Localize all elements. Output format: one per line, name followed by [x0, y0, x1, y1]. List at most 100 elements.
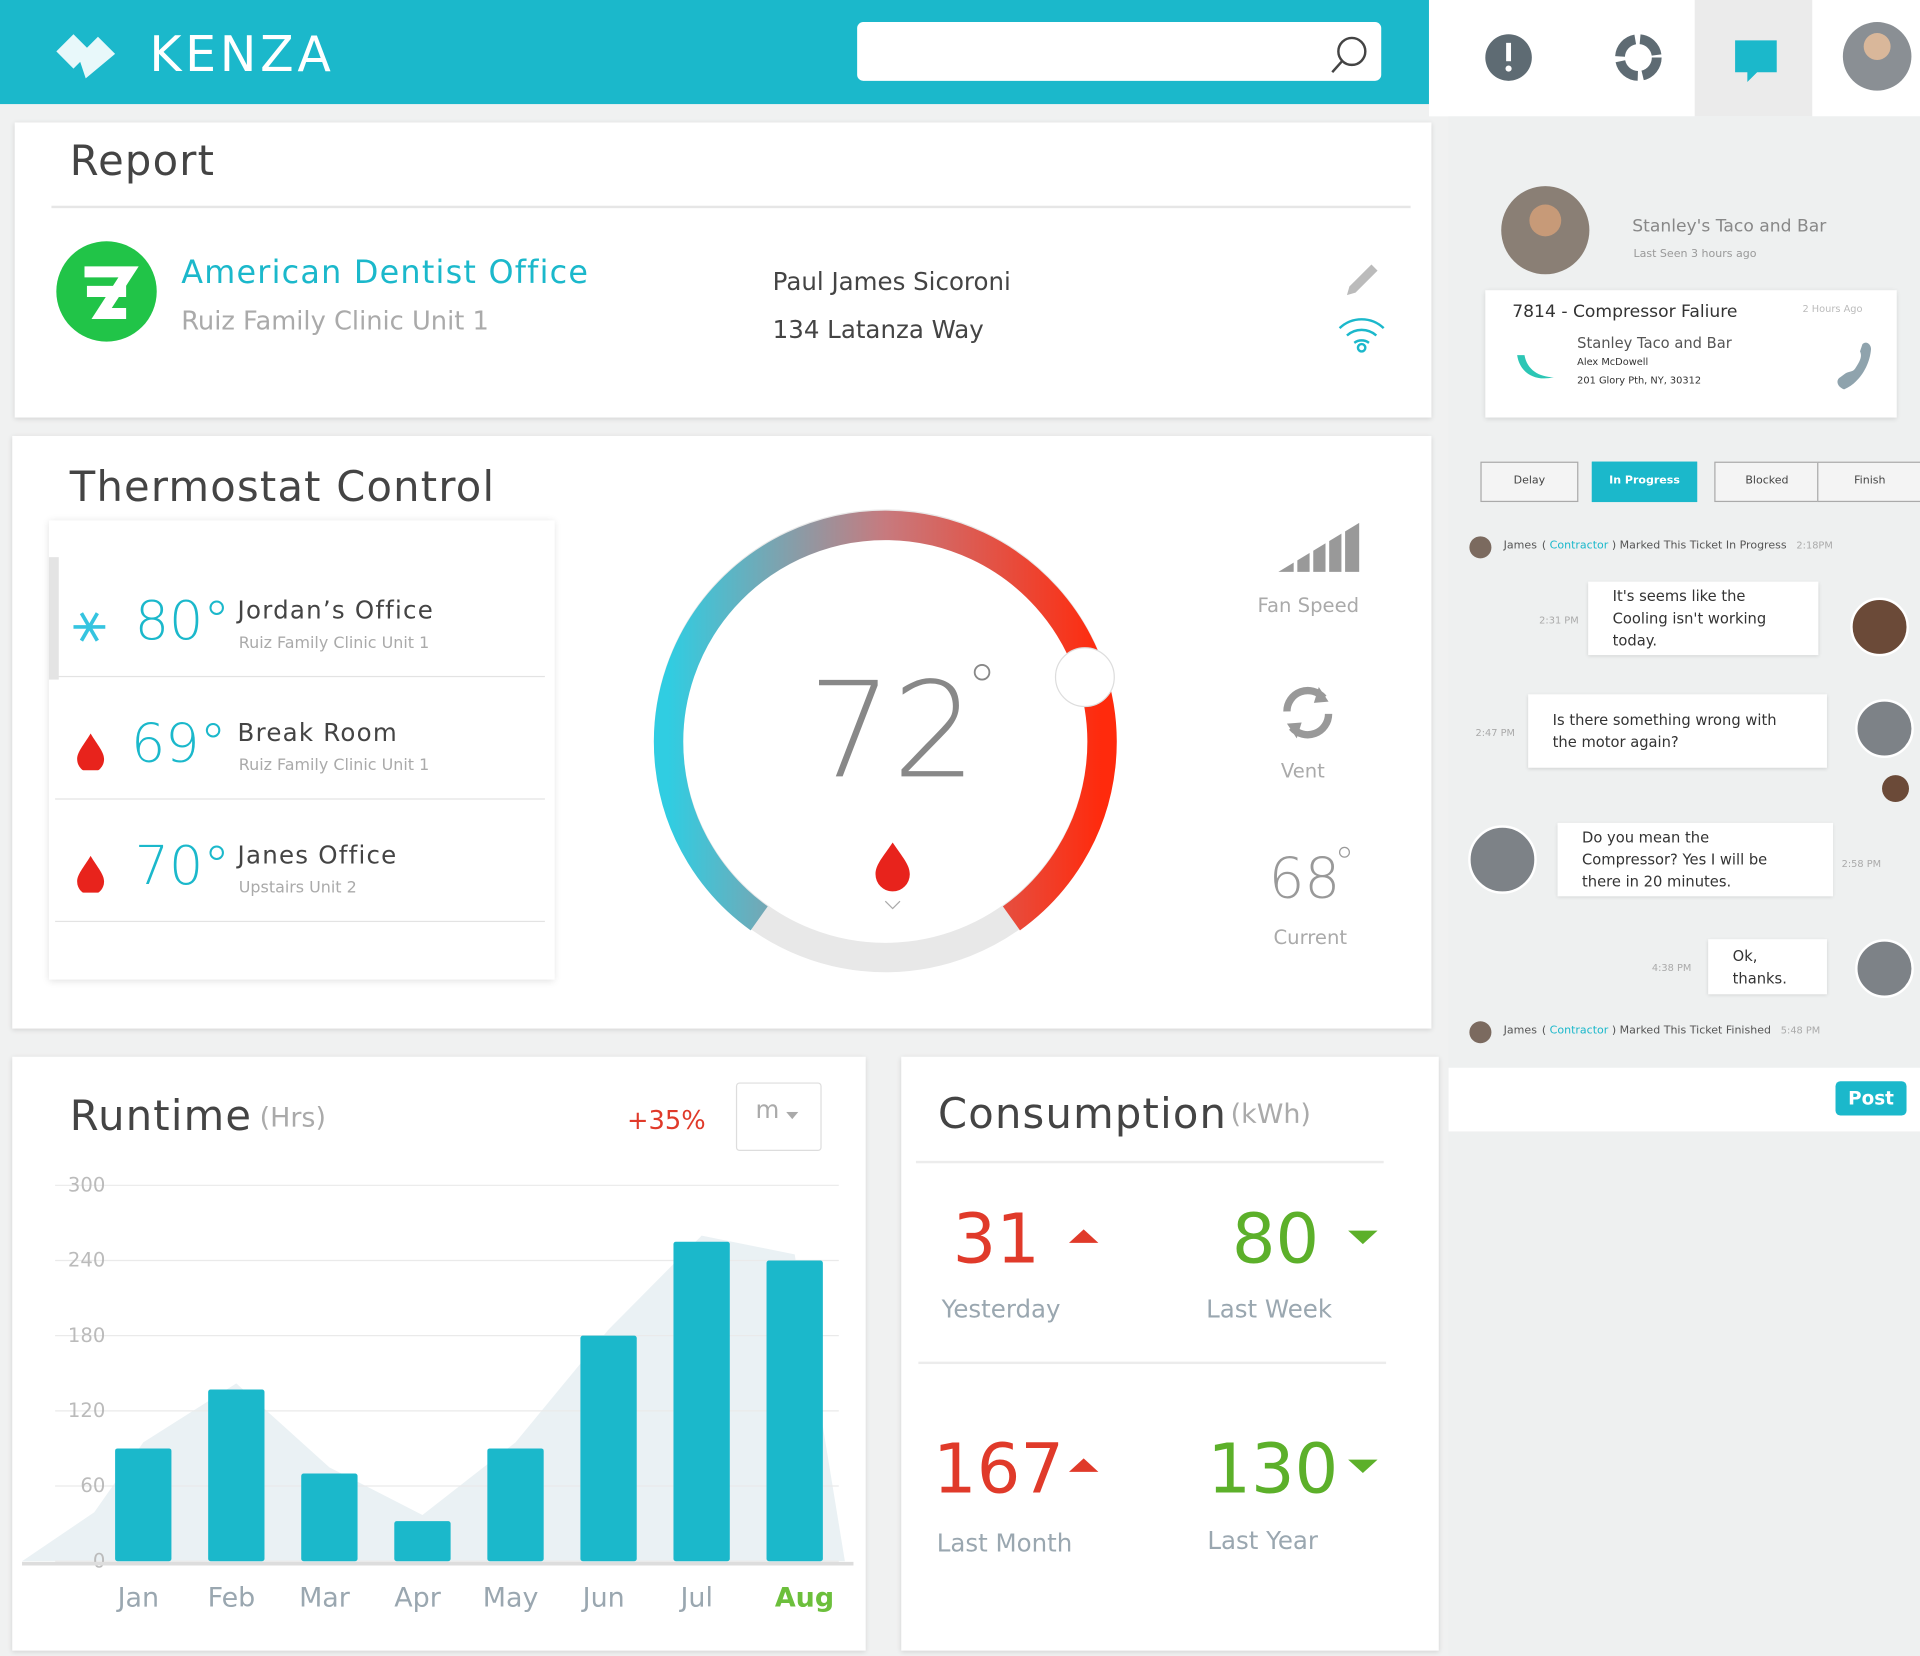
zone-mode-icon: [77, 733, 105, 771]
zone-mode-icon: [73, 612, 106, 642]
activity-time: 5:48 PM: [1780, 1024, 1821, 1036]
contact-avatar: [1501, 186, 1590, 275]
message-bubble: Do you mean the Compressor? Yes I will b…: [1557, 822, 1834, 897]
y-tick-label: 300: [68, 1173, 105, 1196]
stat-value: 31: [952, 1200, 1040, 1280]
bar: [580, 1335, 637, 1562]
report-icons[interactable]: [1335, 252, 1389, 357]
vent-label: Vent: [1280, 759, 1325, 783]
divider: [51, 205, 1411, 209]
bar: [115, 1448, 172, 1562]
search-icon[interactable]: [1329, 34, 1371, 76]
thermostat-title: Thermostat Control: [69, 462, 496, 512]
top-icons: [1485, 22, 1912, 91]
divider: [915, 1160, 1384, 1164]
runtime-chart: 0 60 120 180 240 300 Jan Feb Mar Apr May Jun Jul Aug: [22, 1173, 854, 1614]
status-button[interactable]: In Progress: [1591, 461, 1698, 503]
y-tick-label: 180: [68, 1324, 105, 1347]
activity-text: Marked This Ticket Finished: [1619, 1024, 1771, 1038]
fan-speed-icon[interactable]: [1273, 520, 1365, 576]
zone-divider: [55, 920, 545, 923]
period-value[interactable]: m: [755, 1094, 780, 1125]
message-time: 2:31 PM: [1539, 614, 1579, 626]
caret[interactable]: [786, 1111, 801, 1122]
zone-divider: [55, 798, 545, 800]
zone-unit: Ruiz Family Clinic Unit 1: [238, 634, 430, 653]
zone-name: Break Room: [237, 717, 398, 747]
activity-avatar: [1469, 1021, 1492, 1044]
consumption-unit: (kWh): [1230, 1099, 1311, 1131]
arrow: [1068, 1229, 1099, 1243]
period-select[interactable]: [735, 1082, 822, 1152]
bar: [766, 1260, 823, 1562]
activity-name: James: [1503, 540, 1537, 553]
activity-role: Contractor: [1549, 540, 1609, 553]
stat-label: Last Month: [936, 1528, 1073, 1558]
contact-address: 134 Latanza Way: [772, 314, 984, 345]
message-bubble: It's seems like the Cooling isn't workin…: [1588, 581, 1819, 656]
bar: [394, 1521, 451, 1562]
x-tick-label: Jul: [678, 1583, 712, 1614]
x-tick-label: May: [483, 1583, 539, 1614]
stat-label: Yesterday: [941, 1294, 1061, 1324]
search-box[interactable]: [857, 22, 1382, 81]
separator: ): [1608, 540, 1620, 553]
contact-name: Stanley's Taco and Bar: [1632, 216, 1827, 237]
zone-temp: 80°: [134, 590, 231, 653]
current-temp: 68: [1268, 844, 1341, 912]
stat-value: 167: [933, 1430, 1064, 1510]
message-time: 4:38 PM: [1651, 962, 1692, 974]
snow-ray: [79, 612, 99, 642]
bar: [673, 1241, 730, 1562]
zone-active-marker: [48, 557, 59, 680]
ticket-icons: [1517, 342, 1872, 390]
zone-list: 80° Jordan’s Office Ruiz Family Clinic Uni…: [48, 520, 555, 980]
message-bubble: Is there something wrong with the motor …: [1528, 694, 1827, 768]
zone-unit: Ruiz Family Clinic Unit 1: [238, 756, 430, 776]
logo-icon: [56, 34, 116, 79]
x-tick-label: Jan: [116, 1583, 160, 1614]
divider: [918, 1361, 1387, 1365]
activity-name: James: [1503, 1024, 1537, 1038]
zone-name: Janes Office: [237, 840, 398, 870]
separator: (: [1541, 1024, 1550, 1038]
stat-label: Last Year: [1207, 1525, 1319, 1556]
ticket-card: [1485, 290, 1897, 418]
post-button[interactable]: Post: [1835, 1081, 1907, 1116]
report-title: Report: [69, 137, 216, 187]
x-tick-label: Aug: [775, 1583, 834, 1614]
y-tick-label: 120: [68, 1399, 105, 1422]
runtime-unit: (Hrs): [259, 1103, 326, 1134]
trend-arrow: [1348, 1230, 1378, 1245]
activity-line: James ( Contractor ) Marked This Ticket I…: [1504, 540, 1833, 552]
y-tick-label: 60: [80, 1474, 105, 1497]
logo: KENZA: [149, 26, 335, 84]
x-tick-label: Apr: [394, 1583, 442, 1614]
status-button[interactable]: Finish: [1817, 461, 1920, 503]
setpoint[interactable]: 72: [808, 655, 977, 809]
status-button[interactable]: Blocked: [1714, 461, 1820, 503]
trend-arrow: [1348, 1459, 1378, 1474]
ticket-person: Alex McDowell: [1577, 356, 1649, 368]
x-tick-label: Jun: [581, 1583, 625, 1614]
fan-speed-label: Fan Speed: [1257, 593, 1360, 618]
flame: [77, 733, 105, 771]
vent-icon[interactable]: [1277, 682, 1338, 743]
arrow: [1348, 1230, 1378, 1245]
ticket-age: 2 Hours Ago: [1802, 303, 1863, 315]
consumption-title: Consumption: [937, 1089, 1228, 1139]
bar: [301, 1473, 358, 1562]
stat-label: Last Week: [1206, 1294, 1333, 1324]
trend-arrow: [1068, 1229, 1099, 1243]
status-button[interactable]: Delay: [1480, 461, 1579, 503]
contact-name: Paul James Sicoroni: [772, 266, 1011, 297]
activity-line: James ( Contractor ) Marked This Ticket F…: [1504, 1025, 1821, 1037]
message-time: 2:58 PM: [1841, 858, 1882, 870]
message-bubble: Ok, thanks.: [1708, 939, 1827, 995]
zone-temp: 70°: [134, 835, 231, 898]
y-tick-label: 240: [68, 1249, 105, 1272]
message-time: 2:47 PM: [1475, 727, 1515, 739]
message-avatar: [1855, 699, 1914, 758]
